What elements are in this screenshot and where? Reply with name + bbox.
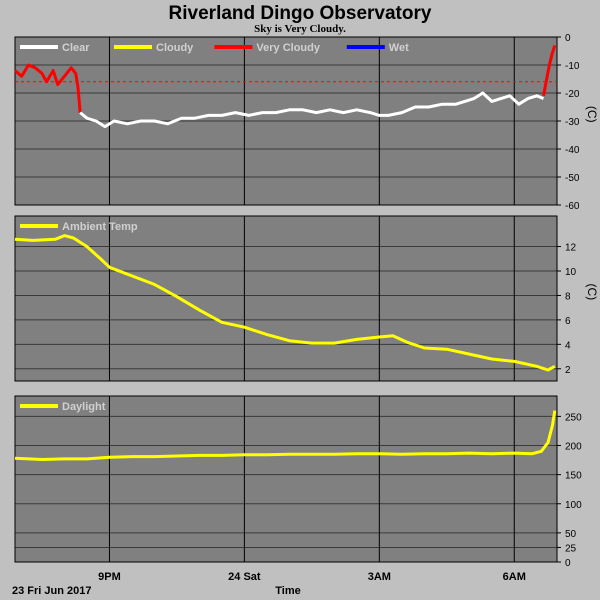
y-axis-unit: (C) xyxy=(585,284,599,301)
y-tick-label: -50 xyxy=(565,173,580,184)
y-axis-unit: (C) xyxy=(585,106,599,123)
legend-label: Very Cloudy xyxy=(256,42,320,54)
x-tick-label: 3AM xyxy=(368,571,391,583)
date-label: 23 Fri Jun 2017 xyxy=(12,585,92,597)
y-tick-label: 150 xyxy=(565,471,582,482)
y-tick-label: -20 xyxy=(565,89,580,100)
x-tick-label: 9PM xyxy=(98,571,121,583)
y-tick-label: 12 xyxy=(565,243,577,254)
series-line-very-cloudy xyxy=(542,44,557,97)
y-tick-label: -10 xyxy=(565,61,580,72)
panel-1: 0 -10 -20 -30 -40 -50 -60 (C) Clear Cloudy Very Cl… xyxy=(14,33,599,212)
y-tick-label: -40 xyxy=(565,145,580,156)
panel-2: 12 10 8 6 4 2 (C) Ambient Temp xyxy=(14,215,599,382)
y-tick-label: 8 xyxy=(565,291,571,302)
y-tick-label: 50 xyxy=(565,529,577,540)
y-tick-label: 4 xyxy=(565,340,571,351)
y-tick-label: 10 xyxy=(565,267,577,278)
y-tick-label: 0 xyxy=(565,558,571,569)
y-tick-label: 0 xyxy=(565,33,571,44)
legend-label: Wet xyxy=(389,42,409,54)
y-tick-label: 250 xyxy=(565,412,582,423)
chart-subtitle: Sky is Very Cloudy. xyxy=(254,23,346,35)
y-tick-label: 100 xyxy=(565,500,582,511)
y-tick-label: 6 xyxy=(565,316,571,327)
series-line-clear xyxy=(79,91,545,129)
y-tick-label: -60 xyxy=(565,201,580,212)
chart-title: Riverland Dingo Observatory xyxy=(169,3,432,24)
y-tick-label: 2 xyxy=(565,365,571,376)
plot-area xyxy=(14,395,558,563)
legend-label: Cloudy xyxy=(156,42,194,54)
y-tick-label: -30 xyxy=(565,117,580,128)
y-tick-label: 200 xyxy=(565,442,582,453)
x-axis-label: Time xyxy=(275,585,300,597)
x-tick-label: 6AM xyxy=(503,571,526,583)
legend-label: Daylight xyxy=(62,401,106,413)
series-line-very-cloudy xyxy=(14,63,82,113)
legend-label: Clear xyxy=(62,42,90,54)
y-tick-label: 25 xyxy=(565,543,577,554)
series-line-ambient-temp xyxy=(14,234,556,372)
series-line-daylight xyxy=(14,410,557,461)
legend-label: Ambient Temp xyxy=(62,221,138,233)
x-tick-label: 24 Sat xyxy=(228,571,261,583)
